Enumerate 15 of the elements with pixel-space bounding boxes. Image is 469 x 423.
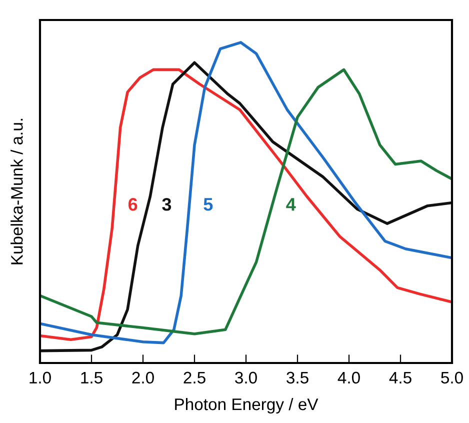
x-tick-label: 1.0 <box>30 372 51 384</box>
x-tick-label: 5.0 <box>441 372 463 384</box>
x-tick-label: 1.5 <box>81 372 102 384</box>
series-label: 5 <box>204 198 213 211</box>
series-label: 6 <box>128 198 138 211</box>
x-tick-label: 3.0 <box>235 372 257 384</box>
series-label: 4 <box>286 198 296 211</box>
x-tick-label: 4.0 <box>338 372 360 384</box>
series-label: 3 <box>162 198 172 211</box>
x-tick-label: 2.5 <box>184 372 206 384</box>
x-axis-title: Photon Energy / eV <box>175 398 318 414</box>
x-tick-label: 4.5 <box>389 372 412 384</box>
x-tick-label: 2.0 <box>132 372 154 384</box>
x-tick-label: 3.5 <box>286 372 308 384</box>
y-axis-title: Kubelka-Munk / a.u. <box>10 118 23 264</box>
